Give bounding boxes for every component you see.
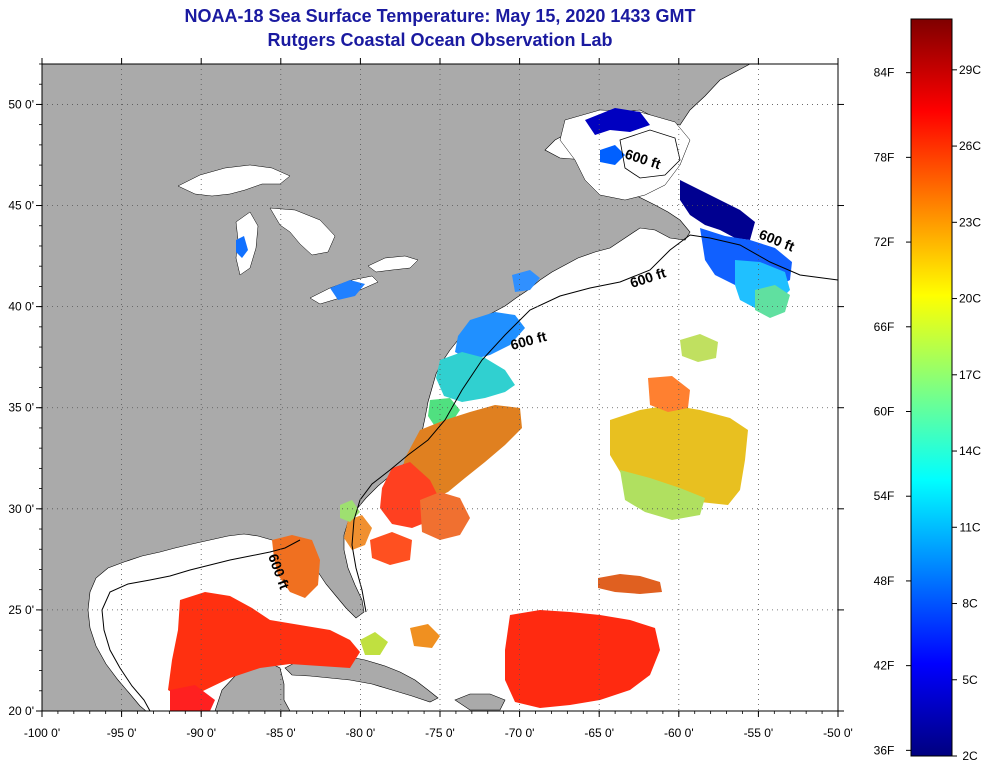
lat-label: 45 0' [8,199,34,213]
colorbar-f-label: 72F [874,235,895,249]
lake-huron [269,207,336,256]
colorbar-celsius-labels: 29C 26C 23C 20C 17C 14C 11C 8C 5C 2C [952,63,981,763]
map-title: NOAA-18 Sea Surface Temperature: May 15,… [184,6,696,26]
lon-label: -50 0' [823,726,853,740]
contour-600ft [101,234,838,711]
lat-label: 40 0' [8,300,34,314]
lon-label: -95 0' [107,726,137,740]
contour-gulf-600ft [619,129,681,179]
longitude-axis: -100 0' -95 0' -90 0' -85 0' -80 0' -75 0' -70… [24,58,853,740]
colorbar-f-label: 78F [874,150,895,164]
lon-label: -65 0' [584,726,614,740]
colorbar-f-label: 36F [874,743,895,757]
colorbar-c-label: 5C [962,673,978,687]
lat-label: 25 0' [8,603,34,617]
lat-label: 20 0' [8,704,34,718]
lon-label: -85 0' [266,726,296,740]
lon-label: -60 0' [664,726,694,740]
colorbar-f-label: 48F [874,574,895,588]
colorbar-c-label: 26C [959,139,981,153]
lat-label: 30 0' [8,502,34,516]
sst-data-layer [168,108,792,711]
lake-superior [177,164,291,197]
colorbar [910,18,953,757]
lat-label: 50 0' [8,97,34,111]
colorbar-c-label: 2C [962,749,978,763]
colorbar-c-label: 8C [962,597,978,611]
lat-label: 35 0' [8,401,34,415]
lon-label: -70 0' [505,726,535,740]
colorbar-f-label: 84F [874,66,895,80]
colorbar-f-label: 60F [874,405,895,419]
lon-label: -80 0' [346,726,376,740]
colorbar-c-label: 17C [959,368,981,382]
colorbar-f-label: 66F [874,320,895,334]
lon-label: -100 0' [24,726,60,740]
lon-label: -75 0' [425,726,455,740]
lake-ontario [367,255,419,273]
colorbar-f-label: 54F [874,489,895,503]
colorbar-c-label: 14C [959,444,981,458]
colorbar-c-label: 20C [959,292,981,306]
map-subtitle: Rutgers Coastal Ocean Observation Lab [267,30,613,50]
colorbar-c-label: 11C [959,520,980,534]
colorbar-fahrenheit-labels: 84F 78F 72F 66F 60F 54F 48F 42F 36F [874,66,911,757]
lon-label: -55 0' [744,726,774,740]
colorbar-f-label: 42F [874,659,895,673]
latitude-axis: 50 0' 45 0' 40 0' 35 0' 30 0' 25 0' 20 0' [8,63,844,718]
colorbar-c-label: 23C [959,215,981,229]
colorbar-c-label: 29C [959,63,981,77]
land-hispaniola [454,693,506,711]
lon-label: -90 0' [186,726,216,740]
